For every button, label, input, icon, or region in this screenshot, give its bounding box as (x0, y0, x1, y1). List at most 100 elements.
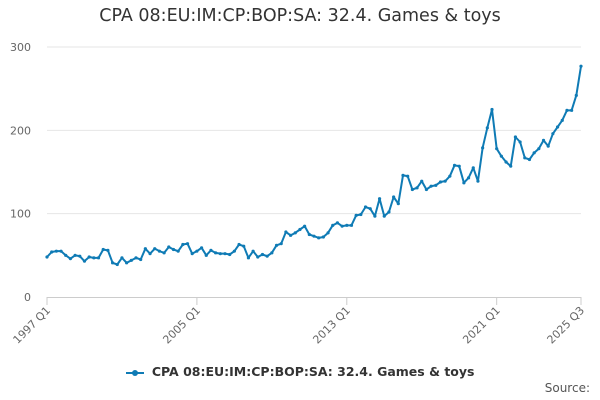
data-point[interactable] (434, 183, 438, 187)
data-point[interactable] (50, 250, 54, 254)
data-point[interactable] (223, 252, 227, 256)
data-point[interactable] (153, 247, 157, 251)
data-point[interactable] (176, 249, 180, 253)
data-point[interactable] (242, 244, 246, 248)
data-point[interactable] (129, 258, 133, 262)
data-point[interactable] (256, 255, 260, 259)
data-point[interactable] (443, 179, 447, 183)
data-point[interactable] (134, 256, 138, 260)
data-point[interactable] (45, 255, 49, 259)
data-point[interactable] (452, 163, 457, 167)
data-point[interactable] (120, 256, 124, 260)
data-point[interactable] (73, 253, 77, 257)
data-point[interactable] (246, 256, 251, 260)
data-point[interactable] (106, 248, 110, 252)
data-point[interactable] (312, 234, 316, 238)
data-point[interactable] (471, 166, 475, 170)
data-point[interactable] (415, 186, 419, 190)
data-point[interactable] (303, 224, 307, 228)
data-point[interactable] (438, 180, 443, 184)
data-point[interactable] (490, 107, 494, 112)
data-point[interactable] (237, 242, 241, 247)
data-point[interactable] (466, 176, 471, 180)
data-point[interactable] (148, 252, 152, 256)
data-point[interactable] (373, 214, 377, 218)
data-point[interactable] (499, 154, 503, 158)
data-point[interactable] (574, 93, 578, 97)
data-point[interactable] (406, 174, 410, 178)
data-point[interactable] (481, 146, 485, 150)
data-point[interactable] (476, 179, 480, 183)
data-point[interactable] (64, 253, 68, 257)
data-point[interactable] (340, 224, 344, 228)
data-point[interactable] (265, 254, 269, 258)
data-point[interactable] (195, 249, 199, 253)
data-point[interactable] (110, 261, 115, 265)
data-point[interactable] (527, 157, 532, 162)
data-point[interactable] (546, 144, 550, 148)
data-point[interactable] (232, 249, 236, 253)
data-point[interactable] (214, 251, 218, 255)
data-point[interactable] (429, 184, 433, 188)
data-point[interactable] (537, 147, 541, 151)
data-point[interactable] (331, 223, 335, 227)
data-point[interactable] (462, 181, 466, 185)
data-point[interactable] (92, 256, 96, 260)
data-point[interactable] (190, 252, 194, 256)
data-point[interactable] (570, 108, 574, 112)
data-point[interactable] (157, 249, 162, 253)
data-point[interactable] (368, 207, 372, 211)
data-point[interactable] (125, 261, 129, 265)
data-point[interactable] (377, 197, 382, 201)
data-point[interactable] (260, 252, 265, 257)
data-point[interactable] (167, 245, 171, 249)
data-point[interactable] (54, 249, 58, 253)
data-point[interactable] (555, 125, 560, 129)
data-point[interactable] (101, 247, 105, 252)
data-point[interactable] (420, 179, 424, 183)
data-point[interactable] (401, 173, 405, 177)
data-point[interactable] (317, 236, 321, 240)
data-point[interactable] (199, 246, 204, 250)
data-point[interactable] (218, 252, 222, 256)
data-point[interactable] (115, 262, 119, 267)
data-point[interactable] (78, 254, 82, 258)
data-point[interactable] (523, 156, 527, 160)
data-point[interactable] (504, 160, 508, 164)
data-point[interactable] (162, 251, 166, 255)
data-point[interactable] (457, 164, 461, 168)
data-point[interactable] (87, 255, 91, 259)
data-point[interactable] (68, 257, 73, 261)
data-point[interactable] (251, 249, 255, 253)
data-point[interactable] (288, 233, 293, 237)
data-point[interactable] (513, 135, 518, 139)
data-point[interactable] (349, 223, 354, 227)
data-point[interactable] (274, 243, 279, 247)
data-point[interactable] (270, 251, 274, 255)
data-point[interactable] (518, 140, 522, 144)
data-point[interactable] (396, 202, 400, 206)
data-point[interactable] (345, 223, 349, 227)
data-point[interactable] (359, 212, 363, 217)
data-point[interactable] (560, 118, 564, 122)
data-point[interactable] (579, 64, 583, 68)
legend[interactable]: CPA 08:EU:IM:CP:BOP:SA: 32.4. Games & to… (0, 364, 600, 379)
data-point[interactable] (335, 221, 340, 225)
data-point[interactable] (392, 195, 396, 199)
data-point[interactable] (565, 108, 569, 112)
data-point[interactable] (424, 187, 429, 192)
data-point[interactable] (181, 242, 185, 247)
data-point[interactable] (185, 242, 190, 246)
data-point[interactable] (387, 210, 391, 214)
data-point[interactable] (448, 174, 452, 178)
data-point[interactable] (293, 231, 297, 235)
data-point[interactable] (284, 230, 288, 234)
data-point[interactable] (509, 164, 513, 168)
data-point[interactable] (551, 132, 555, 136)
data-point[interactable] (228, 252, 232, 257)
data-point[interactable] (204, 253, 208, 257)
data-point[interactable] (209, 248, 213, 252)
data-point[interactable] (279, 242, 283, 246)
data-point[interactable] (326, 231, 330, 235)
data-point[interactable] (171, 247, 176, 252)
